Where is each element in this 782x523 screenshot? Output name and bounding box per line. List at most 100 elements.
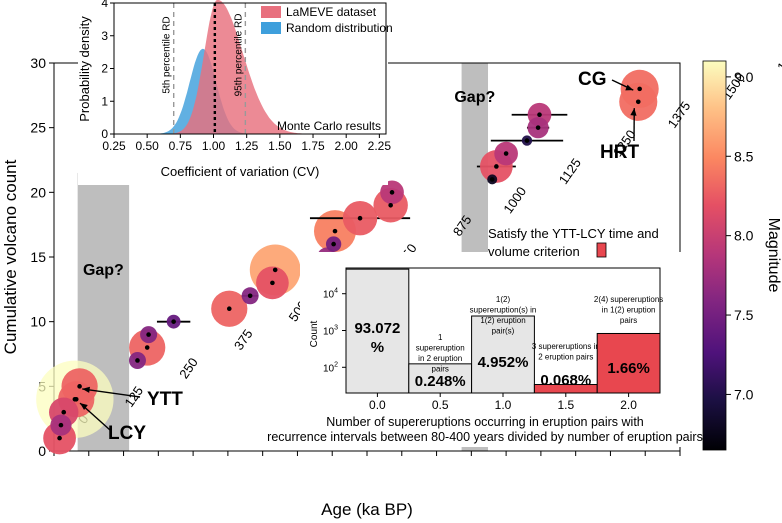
colorbar-tick-label: 8.0 [734, 228, 754, 244]
inset-distribution-y-label: Probability density [77, 16, 92, 122]
bar-note: 1 [438, 333, 443, 342]
annotation-arrowhead [630, 108, 637, 116]
inset-distribution-y-tick-label: 2 [101, 62, 108, 76]
bar-note: 3 supereruptions in [532, 342, 600, 351]
inset-distribution: 5th percentile RD 95th percentile RD 0.25… [77, 0, 393, 185]
volcano-label: YTT [147, 389, 183, 410]
bar-percentage-label: 0.068% [540, 372, 591, 389]
eruption-point-center [144, 345, 150, 350]
eruption-point-center [332, 228, 338, 234]
eruption-point-center [489, 177, 495, 182]
annotation-arrowhead [82, 386, 90, 393]
eruption-point-center [637, 86, 642, 92]
inset-histogram-y-ticks: 102 103 104 [323, 288, 346, 374]
criterion-legend-swatch [596, 242, 607, 258]
inset-distribution-y-tick-label: 4 [101, 0, 108, 10]
distribution-area [133, 48, 333, 134]
eruption-point-center [535, 125, 541, 130]
eruption-point-center [247, 293, 253, 299]
percentile-lines: 5th percentile RD 95th percentile RD [162, 3, 247, 134]
annotation-arrow [82, 388, 141, 398]
bar-percentage-label: 4.952% [478, 354, 529, 371]
inset-distribution-x-label: Coefficient of variation (CV) [161, 164, 320, 179]
colorbar-tick-label: 7.5 [734, 307, 754, 323]
y-axis-label: Cumulative volcano count [1, 159, 20, 354]
inset-distribution-x-tick-label: 1.75 [301, 139, 325, 153]
annotation-arrowhead [80, 403, 88, 411]
inset-distribution-y-tick-label: 0 [101, 127, 108, 141]
bar-percentage-label: 1.66% [607, 360, 650, 377]
volcano-label: CG [578, 69, 607, 90]
legend-swatch-random [261, 22, 281, 34]
inset-histogram-y-label: Count [309, 320, 320, 347]
inset-histogram-x-tick-label: 0.0 [369, 398, 386, 412]
gap-label: Gap? [454, 89, 495, 106]
eruption-point-center [135, 358, 140, 363]
eruption-point-center [146, 332, 151, 337]
gap-label: Gap? [83, 262, 124, 279]
inset-distribution-x-tick-label: 1.25 [235, 139, 259, 153]
inset-histogram-y-tick-label: 102 [323, 361, 338, 374]
eruption-point-center [331, 241, 336, 247]
inset-histogram-x-tick-label: 2.0 [620, 398, 637, 412]
y-tick-label: 10 [30, 314, 46, 330]
eruption-point-center [635, 99, 641, 105]
inset-distribution-x-tick-label: 1.00 [202, 139, 226, 153]
eruption-point-center [272, 267, 278, 273]
histogram-bar [596, 332, 661, 394]
inset-distribution-x-tick-label: 0.25 [102, 139, 126, 153]
eruption-point-center [77, 384, 82, 389]
bar-note: pair(s) [492, 327, 515, 336]
legend-label-lameve: LaMEVE dataset [286, 5, 377, 19]
eruption-point-center [357, 215, 363, 221]
bar-note: pairs [432, 365, 449, 374]
y-tick-label: 20 [30, 184, 46, 200]
percentile-label: 95th percentile RD [233, 14, 244, 97]
bar-percentage-label: 93.072 [354, 320, 400, 337]
inset-histogram-x-label: Number of supereruptions occurring in er… [267, 415, 703, 444]
bar-note: 2 eruption pairs [538, 353, 593, 362]
inset-histogram-y-tick-label: 103 [323, 325, 338, 338]
inset-distribution-x-ticks: 0.25 0.50 0.75 1.00 1.25 1.50 1.75 2.00 2.25 [102, 134, 391, 153]
eruption-point-center [270, 280, 275, 286]
x-tick-label: 1000 [500, 184, 529, 216]
eruption-point-center [73, 396, 79, 402]
x-tick-label: 1125 [556, 155, 584, 187]
distribution-area [133, 0, 333, 134]
inset-histogram-x-tick-label: 1.0 [495, 398, 512, 412]
eruption-point-center [226, 306, 232, 312]
bar-note: supereruption(s) in [470, 306, 537, 315]
colorbar: 7.0 7.5 8.0 8.5 9.0 Magnitude [702, 60, 782, 451]
eruption-point-center [57, 435, 62, 441]
histogram-bar [471, 315, 535, 394]
eruption-point-center [503, 151, 509, 156]
y-tick-label: 30 [30, 55, 46, 71]
y-tick-label: 25 [30, 120, 46, 136]
bar-percentage-label: % [371, 339, 384, 356]
legend-label-random: Random distribution [286, 21, 393, 35]
inset-distribution-title: Monte Carlo results [277, 119, 381, 133]
bar-percentage-label: 0.248% [415, 373, 466, 390]
x-tick-label: 1625 [774, 42, 782, 74]
x-tick-label: 1375 [665, 99, 694, 131]
bar-note: 2(4) supereruptions [594, 295, 663, 304]
bar-note: 1(2) [496, 295, 511, 304]
bar-note: in 1(2) eruption [602, 306, 656, 315]
x-tick-label: 250 [176, 355, 201, 381]
y-tick-label: 0 [38, 443, 46, 459]
eruption-point-center [388, 202, 393, 208]
eruption-point-center [524, 138, 530, 143]
colorbar-tick-label: 9.0 [734, 69, 754, 85]
data-points [36, 69, 659, 455]
colorbar-tick-label: 7.0 [734, 386, 754, 402]
y-tick-label: 15 [30, 249, 46, 265]
inset-histogram-x-tick-label: 0.5 [432, 398, 449, 412]
inset-distribution-x-tick-label: 2.25 [368, 139, 392, 153]
colorbar-tick-label: 8.5 [734, 148, 754, 164]
inset-distribution-x-tick-label: 0.50 [135, 139, 159, 153]
colorbar-label: Magnitude [765, 218, 782, 293]
